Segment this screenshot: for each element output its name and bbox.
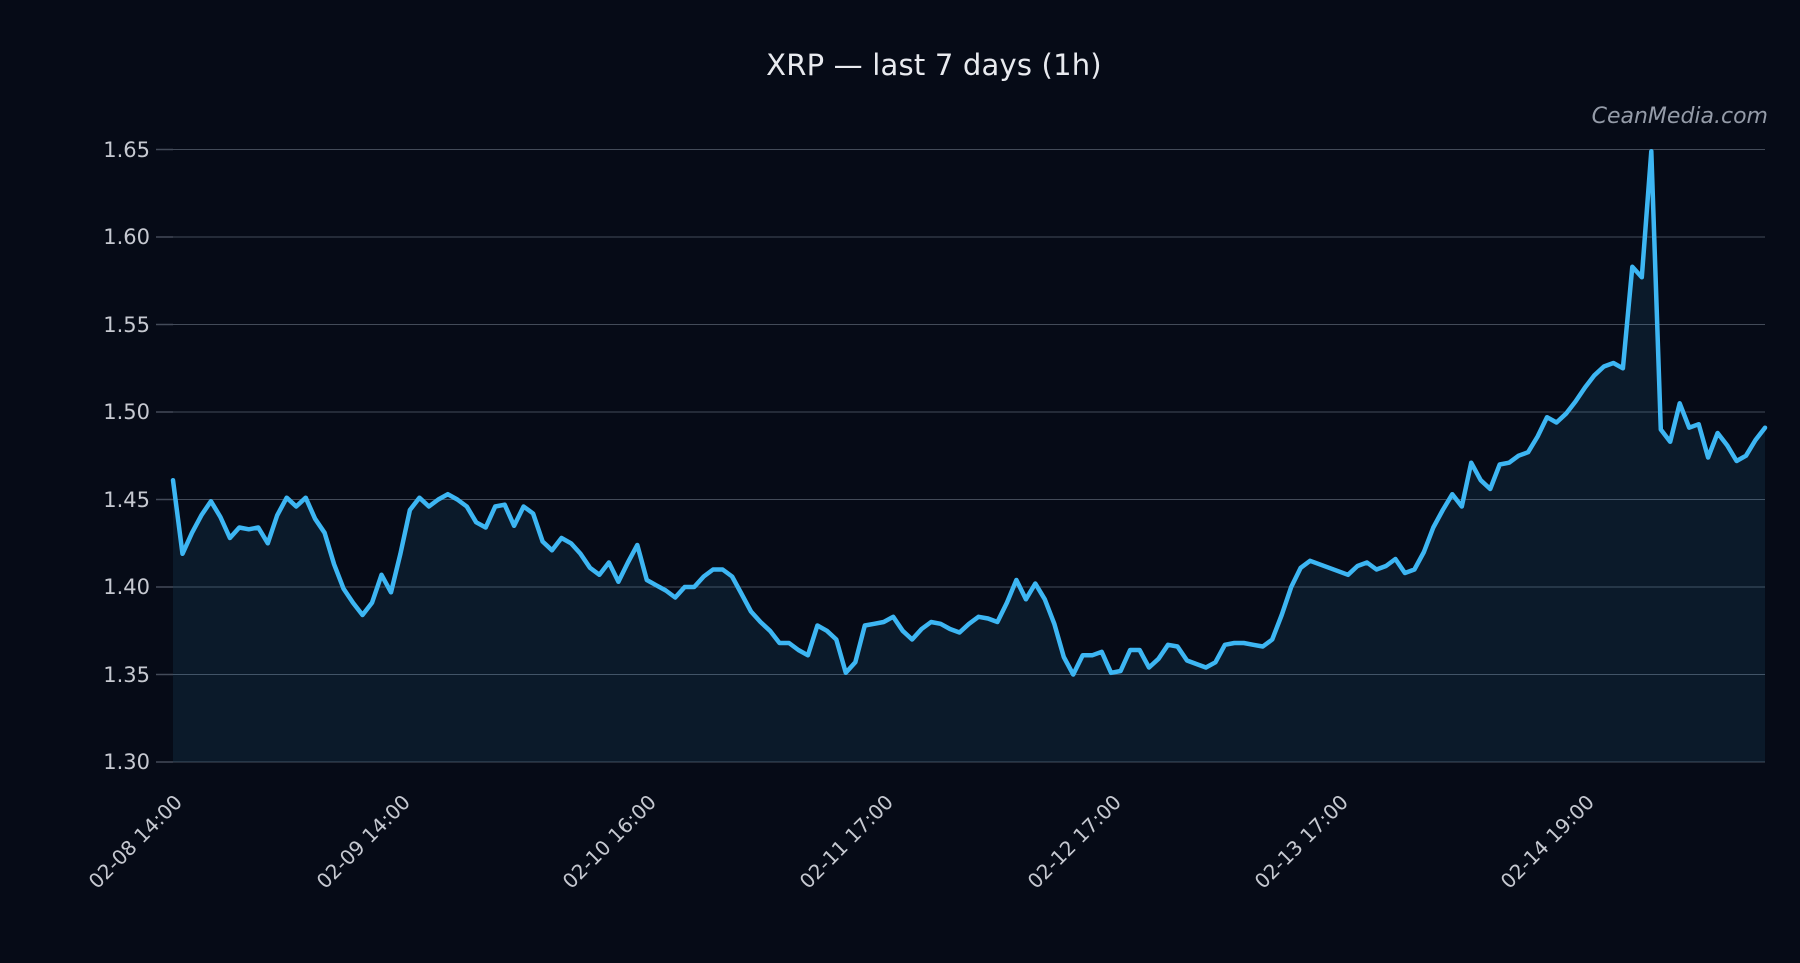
y-tick-label: 1.65 bbox=[103, 137, 150, 162]
y-tick-label: 1.60 bbox=[103, 225, 150, 249]
y-tick-label: 1.30 bbox=[103, 750, 150, 774]
y-tick-label: 1.45 bbox=[103, 487, 150, 512]
chart-title: XRP — last 7 days (1h) bbox=[766, 48, 1102, 82]
y-tick-label: 1.35 bbox=[103, 662, 150, 687]
area-fill bbox=[173, 151, 1765, 763]
y-tick-label: 1.55 bbox=[103, 312, 150, 337]
y-tick-label: 1.40 bbox=[103, 575, 150, 599]
y-tick-label: 1.50 bbox=[103, 400, 150, 424]
price-line bbox=[170, 149, 1768, 677]
watermark: CeanMedia.com bbox=[1591, 104, 1768, 129]
